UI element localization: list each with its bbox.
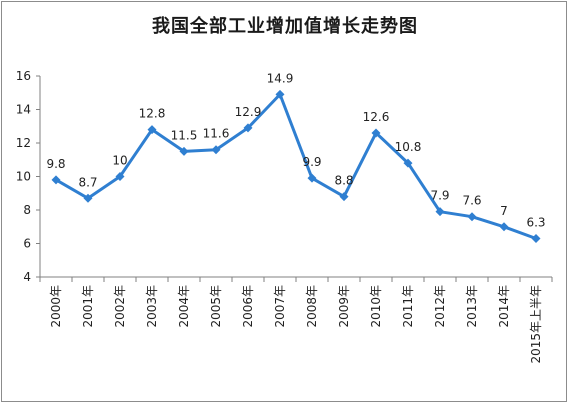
y-tick-label: 10: [16, 170, 31, 184]
x-tick-label: 2010年: [369, 285, 383, 328]
x-tick-label: 2007年: [273, 285, 287, 328]
y-tick-label: 6: [23, 237, 31, 251]
data-point: [179, 146, 189, 156]
x-tick-label: 2015年上半年: [529, 285, 543, 364]
y-tick-label: 12: [16, 136, 31, 150]
data-label: 12.9: [235, 105, 262, 119]
data-label: 9.8: [46, 157, 65, 171]
x-tick-label: 2006年: [241, 285, 255, 328]
data-label: 10: [112, 154, 127, 168]
data-point: [115, 172, 125, 181]
data-labels: 9.8 8.7 10 12.8 11.5 11.6 12.9 14.9 9.9 8.8 12.6 10…: [46, 71, 545, 229]
data-point: [83, 193, 93, 203]
y-tick-label: 4: [23, 270, 31, 284]
x-tick-label: 2004年: [177, 285, 191, 328]
data-point: [243, 123, 253, 133]
data-label: 12.8: [139, 107, 166, 121]
data-label: 10.8: [395, 140, 422, 154]
x-tick-label: 2008年: [305, 285, 319, 328]
data-label: 8.7: [78, 175, 97, 189]
x-tick-label: 2001年: [81, 285, 95, 328]
data-label: 7.9: [430, 189, 449, 203]
data-point: [499, 222, 509, 232]
x-tick-label: 2003年: [145, 285, 159, 328]
data-point: [147, 125, 157, 135]
data-point: [339, 192, 349, 202]
chart-title: 我国全部工业增加值增长走势图: [152, 16, 418, 37]
data-label: 14.9: [267, 71, 294, 85]
data-point: [435, 207, 445, 217]
data-point: [275, 89, 285, 99]
data-point: [211, 145, 221, 155]
x-tick-label: 2009年: [337, 285, 351, 328]
y-tick-label: 14: [16, 103, 31, 117]
x-tick-label: 2014年: [497, 285, 511, 328]
x-tick-label: 2005年: [209, 285, 223, 328]
x-tick-label: 2000年: [49, 285, 63, 328]
x-tick-label: 2002年: [113, 285, 127, 328]
data-label: 6.3: [526, 215, 545, 229]
y-axis-ticks: 4 6 8 10 12 14 16: [16, 69, 40, 284]
data-label: 7: [500, 204, 508, 218]
data-label: 8.8: [334, 174, 353, 188]
x-tick-label: 2011年: [401, 285, 415, 328]
data-label: 7.6: [462, 194, 481, 208]
data-label: 11.5: [171, 128, 198, 142]
y-tick-label: 8: [23, 203, 31, 217]
data-label: 11.6: [203, 127, 230, 141]
x-tick-label: 2012年: [433, 285, 447, 328]
y-tick-label: 16: [16, 69, 31, 83]
data-label: 12.6: [363, 110, 390, 124]
data-points: [51, 89, 541, 243]
data-point: [371, 128, 381, 138]
x-axis-ticks: 2000年 2001年 2002年 2003年 2004年 2005年 2006年 2007年…: [39, 277, 553, 364]
data-point: [531, 233, 541, 243]
data-point: [403, 158, 413, 168]
data-point: [307, 173, 317, 183]
data-point: [467, 212, 477, 222]
data-label: 9.9: [302, 155, 321, 169]
series-line: [55, 92, 537, 240]
data-point: [51, 175, 61, 185]
x-tick-label: 2013年: [465, 285, 479, 328]
